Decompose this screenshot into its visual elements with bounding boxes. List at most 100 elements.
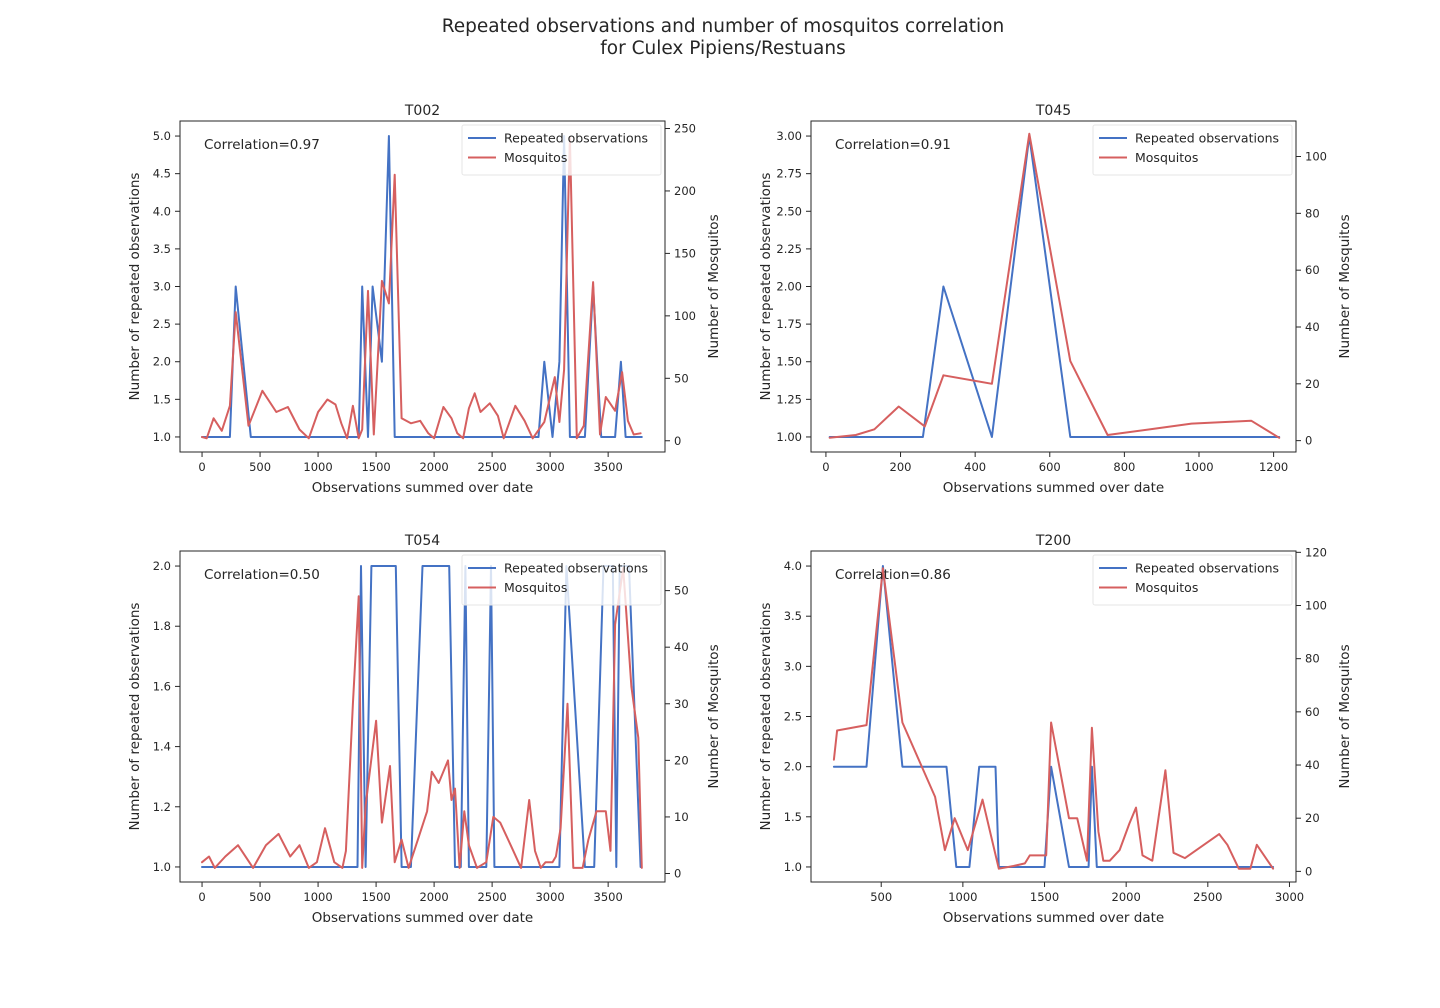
mosquitos-line — [201, 136, 642, 440]
legend: Repeated observations Mosquitos — [1092, 124, 1293, 176]
y-tick-label: 3.00 — [776, 129, 802, 143]
y2-axis-label: Number of Mosquitos — [706, 214, 722, 358]
legend: Repeated observations Mosquitos — [461, 124, 662, 176]
y-tick-label: 1.6 — [153, 679, 171, 693]
y-tick-label: 4.0 — [784, 559, 802, 573]
y-axis-right: 0 10 20 30 40 50 — [665, 584, 689, 881]
x-tick-label: 3000 — [1275, 890, 1304, 904]
x-tick-label: 1000 — [948, 890, 977, 904]
x-tick-label: 500 — [870, 890, 892, 904]
y-tick-label: 2.25 — [776, 242, 802, 256]
y-tick-label: 2.50 — [776, 204, 802, 218]
y2-tick-label: 100 — [1305, 150, 1327, 164]
legend-box — [1092, 554, 1293, 606]
y-tick-label: 2.0 — [784, 760, 802, 774]
legend-label: Mosquitos — [504, 150, 567, 165]
x-tick-label: 400 — [964, 460, 986, 474]
y-tick-label: 3.5 — [784, 609, 802, 623]
y-tick-label: 1.5 — [784, 810, 802, 824]
y-axis-label: Number of repeated observations — [127, 173, 143, 401]
y2-tick-label: 50 — [674, 371, 689, 385]
x-tick-label: 3000 — [535, 890, 564, 904]
y2-axis-label: Number of Mosquitos — [706, 644, 722, 788]
legend-label: Mosquitos — [1135, 580, 1198, 595]
legend-label: Mosquitos — [1135, 150, 1198, 165]
x-tick-label: 1000 — [1184, 460, 1213, 474]
y-tick-label: 1.4 — [153, 740, 171, 754]
y-tick-label: 1.00 — [776, 430, 802, 444]
legend-label: Repeated observations — [504, 561, 648, 576]
y-tick-label: 1.75 — [776, 317, 802, 331]
y-tick-label: 1.0 — [153, 430, 171, 444]
x-tick-label: 0 — [198, 460, 205, 474]
x-axis-label: Observations summed over date — [943, 480, 1164, 496]
figure-title-line-2: for Culex Pipiens/Restuans — [600, 38, 846, 59]
x-tick-label: 3500 — [594, 890, 623, 904]
y-tick-label: 3.0 — [153, 280, 171, 294]
y-axis-right: 0 20 40 60 80 100 120 — [1296, 545, 1327, 878]
y2-tick-label: 40 — [674, 640, 689, 654]
y-tick-label: 2.5 — [153, 317, 171, 331]
y-axis-label: Number of repeated observations — [758, 603, 774, 831]
y-axis-left: 1.0 1.5 2.0 2.5 3.0 3.5 4.0 — [784, 559, 811, 874]
legend-box — [1092, 124, 1293, 176]
y2-tick-label: 30 — [674, 697, 689, 711]
legend: Repeated observations Mosquitos — [461, 554, 662, 606]
legend-label: Repeated observations — [1135, 131, 1279, 146]
series-lines — [201, 565, 643, 869]
y2-tick-label: 120 — [1305, 545, 1327, 559]
x-tick-label: 0 — [198, 890, 205, 904]
x-tick-label: 600 — [1039, 460, 1061, 474]
mosquitos-line — [832, 567, 1275, 870]
y-axis-left: 1.0 1.2 1.4 1.6 1.8 2.0 — [153, 559, 180, 874]
y-tick-label: 1.0 — [153, 860, 171, 874]
y-tick-label: 3.0 — [784, 659, 802, 673]
x-tick-label: 1500 — [1030, 890, 1059, 904]
y2-tick-label: 0 — [1305, 864, 1312, 878]
y2-tick-label: 80 — [1305, 652, 1320, 666]
y-tick-label: 3.5 — [153, 242, 171, 256]
y2-tick-label: 20 — [1305, 811, 1320, 825]
y2-tick-label: 100 — [1305, 599, 1327, 613]
mosquitos-line — [828, 132, 1281, 439]
x-tick-label: 1000 — [303, 890, 332, 904]
x-axis: 0 200 400 600 800 1000 1200 — [822, 452, 1288, 474]
x-axis: 500 1000 1500 2000 2500 3000 — [870, 882, 1304, 904]
y2-axis-label: Number of Mosquitos — [1337, 644, 1353, 788]
series-lines — [201, 135, 643, 440]
y2-tick-label: 20 — [1305, 377, 1320, 391]
y-tick-label: 1.8 — [153, 619, 171, 633]
x-tick-label: 3500 — [594, 460, 623, 474]
legend-label: Repeated observations — [504, 131, 648, 146]
correlation-annotation: Correlation=0.97 — [204, 137, 320, 153]
y2-tick-label: 60 — [1305, 263, 1320, 277]
x-tick-label: 800 — [1113, 460, 1135, 474]
axes-frame — [179, 550, 666, 883]
y-axis-left: 1.00 1.25 1.50 1.75 2.00 2.25 2.50 2.75 3.00 — [776, 129, 811, 444]
x-tick-label: 2500 — [477, 890, 506, 904]
series-lines — [832, 565, 1275, 870]
repeated-observations-line — [832, 565, 1275, 868]
x-tick-label: 2000 — [419, 890, 448, 904]
y-tick-label: 2.5 — [784, 710, 802, 724]
x-tick-label: 0 — [822, 460, 829, 474]
x-tick-label: 1500 — [361, 460, 390, 474]
y-axis-right: 0 20 40 60 80 100 — [1296, 150, 1327, 448]
y-tick-label: 5.0 — [153, 129, 171, 143]
x-tick-label: 2000 — [419, 460, 448, 474]
x-tick-label: 500 — [249, 890, 271, 904]
y-tick-label: 4.5 — [153, 167, 171, 181]
y2-tick-label: 150 — [674, 246, 696, 260]
x-axis: 0 500 1000 1500 2000 2500 3000 3500 — [198, 452, 623, 474]
y-tick-label: 2.00 — [776, 280, 802, 294]
x-axis-label: Observations summed over date — [943, 910, 1164, 926]
y-tick-label: 1.0 — [784, 860, 802, 874]
y2-tick-label: 60 — [1305, 705, 1320, 719]
subplot-title: T054 — [404, 533, 440, 549]
correlation-annotation: Correlation=0.86 — [835, 567, 951, 583]
series-lines — [828, 132, 1281, 439]
y-tick-label: 4.0 — [153, 204, 171, 218]
